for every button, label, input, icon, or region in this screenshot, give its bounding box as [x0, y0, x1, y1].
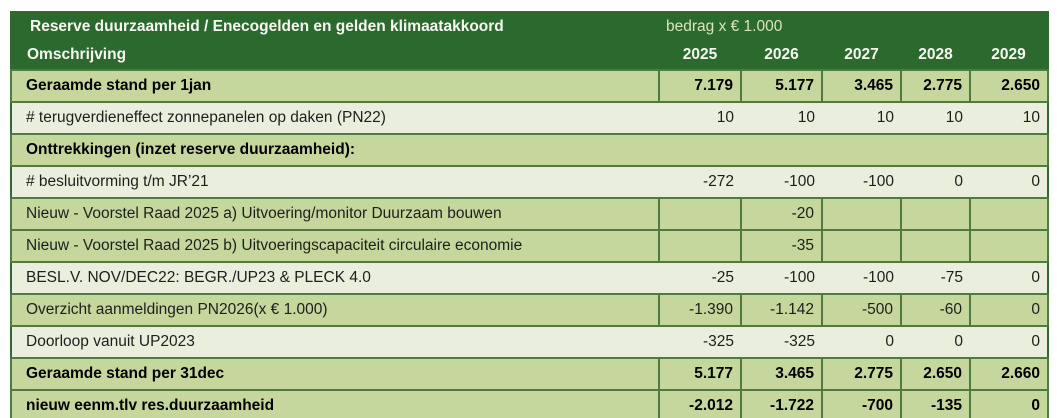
row-label: nieuw eenm.tlv res.duurzaamheid	[10, 389, 660, 418]
value-cell: -2.012	[658, 389, 742, 418]
value-cell	[658, 229, 742, 263]
table-row: Doorloop vanuit UP2023 -325 -325 0 0 0	[11, 326, 1048, 358]
column-header-row: Omschrijving 2025 2026 2027 2028 2029	[11, 41, 1048, 70]
table-row: Geraamde stand per 1jan 7.179 5.177 3.465 2.…	[10, 69, 1049, 103]
value-cell: 0	[969, 293, 1049, 327]
unit-note: bedrag x € 1.000	[659, 12, 1048, 41]
row-label: Geraamde stand per 31dec	[10, 357, 660, 391]
value-cell: 2.650	[969, 69, 1049, 103]
value-cell: 7.179	[658, 69, 742, 103]
value-cell: -500	[821, 293, 902, 327]
row-label: Nieuw - Voorstel Raad 2025 b) Uitvoering…	[10, 229, 660, 263]
table-body: Geraamde stand per 1jan 7.179 5.177 3.465 2.…	[10, 69, 1049, 418]
value-cell: -1.390	[658, 293, 742, 327]
value-cell: -325	[659, 326, 741, 358]
value-cell: 0	[969, 389, 1049, 418]
column-header-year-2028: 2028	[901, 41, 970, 70]
value-cell: 0	[970, 166, 1048, 198]
value-cell: 0	[901, 326, 970, 358]
table-row: nieuw eenm.tlv res.duurzaamheid -2.012 -1.…	[10, 389, 1049, 418]
table-row: Nieuw - Voorstel Raad 2025 a) Uitvoering…	[10, 197, 1049, 231]
value-cell: 0	[901, 166, 970, 198]
value-cell	[821, 197, 902, 231]
value-cell: 2.775	[821, 357, 902, 391]
value-cell: -20	[740, 197, 823, 231]
value-cell: 2.660	[969, 357, 1049, 391]
column-header-omschrijving: Omschrijving	[11, 41, 659, 70]
table-row: # besluitvorming t/m JR’21 -272 -100 -100 0 0	[11, 166, 1048, 198]
row-label: Onttrekkingen (inzet reserve duurzaamhei…	[10, 133, 1049, 167]
table-row: Geraamde stand per 31dec 5.177 3.465 2.775 2…	[10, 357, 1049, 391]
column-header-year-2026: 2026	[741, 41, 822, 70]
value-cell	[658, 197, 742, 231]
value-cell: 3.465	[740, 357, 823, 391]
value-cell: -25	[659, 262, 741, 294]
row-label: Geraamde stand per 1jan	[10, 69, 660, 103]
value-cell: 5.177	[658, 357, 742, 391]
table-row: Nieuw - Voorstel Raad 2025 b) Uitvoering…	[10, 229, 1049, 263]
table-row: # terugverdieneffect zonnepanelen op dak…	[11, 102, 1048, 134]
value-cell	[969, 229, 1049, 263]
value-cell: 0	[970, 326, 1048, 358]
value-cell: 2.775	[900, 69, 971, 103]
value-cell: 2.650	[900, 357, 971, 391]
table-row: BESL.V. NOV/DEC22: BEGR./UP23 & PLECK 4.…	[11, 262, 1048, 294]
value-cell: 10	[741, 102, 822, 134]
row-label: # terugverdieneffect zonnepanelen op dak…	[11, 102, 659, 134]
title-row: Reserve duurzaamheid / Enecogelden en ge…	[11, 12, 1048, 41]
value-cell: -60	[900, 293, 971, 327]
row-label: # besluitvorming t/m JR’21	[11, 166, 659, 198]
row-label: BESL.V. NOV/DEC22: BEGR./UP23 & PLECK 4.…	[11, 262, 659, 294]
reserve-duurzaamheid-table: Reserve duurzaamheid / Enecogelden en ge…	[10, 11, 1049, 418]
value-cell: -100	[822, 262, 901, 294]
column-header-year-2029: 2029	[970, 41, 1048, 70]
value-cell: -75	[901, 262, 970, 294]
value-cell	[969, 197, 1049, 231]
value-cell	[900, 229, 971, 263]
row-label: Doorloop vanuit UP2023	[11, 326, 659, 358]
value-cell: 3.465	[821, 69, 902, 103]
value-cell: -1.142	[740, 293, 823, 327]
row-label: Nieuw - Voorstel Raad 2025 a) Uitvoering…	[10, 197, 660, 231]
value-cell: -272	[659, 166, 741, 198]
value-cell: 10	[659, 102, 741, 134]
value-cell: 10	[822, 102, 901, 134]
value-cell	[900, 197, 971, 231]
value-cell: 0	[822, 326, 901, 358]
value-cell: -1.722	[740, 389, 823, 418]
column-header-year-2025: 2025	[659, 41, 741, 70]
value-cell: 0	[970, 262, 1048, 294]
value-cell: -700	[821, 389, 902, 418]
value-cell: -100	[741, 262, 822, 294]
table-header: Reserve duurzaamheid / Enecogelden en ge…	[11, 12, 1048, 70]
value-cell: -100	[822, 166, 901, 198]
table-title: Reserve duurzaamheid / Enecogelden en ge…	[11, 12, 659, 41]
value-cell: -325	[741, 326, 822, 358]
value-cell: 10	[970, 102, 1048, 134]
value-cell: -135	[900, 389, 971, 418]
table-row: Overzicht aanmeldingen PN2026(x € 1.000)…	[10, 293, 1049, 327]
table-row: Onttrekkingen (inzet reserve duurzaamhei…	[10, 133, 1049, 167]
value-cell: 5.177	[740, 69, 823, 103]
value-cell: 10	[901, 102, 970, 134]
value-cell: -100	[741, 166, 822, 198]
column-header-year-2027: 2027	[822, 41, 901, 70]
value-cell: -35	[740, 229, 823, 263]
row-label: Overzicht aanmeldingen PN2026(x € 1.000)	[10, 293, 660, 327]
value-cell	[821, 229, 902, 263]
